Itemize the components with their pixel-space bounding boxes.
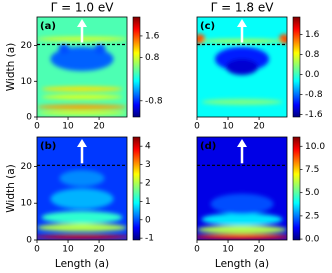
x-tick-label: 0: [34, 122, 40, 132]
panel: (a) 0 10 20 0 10 20 Γ = 1.0 eV Width (a) 1.6 0.8 -0…: [5, 1, 163, 132]
y-tick-label: 0: [26, 236, 32, 246]
heatmap-blob: [59, 169, 105, 187]
y-tick-label: 0: [26, 113, 32, 123]
colorbar-tick-label: 3: [145, 160, 151, 170]
plot-frame: [196, 16, 288, 118]
heatmap-blob: [37, 104, 127, 110]
heatmap-blob: [37, 234, 127, 239]
colorbar-tick-label: -0.8: [145, 96, 163, 106]
plot-frame: [196, 136, 288, 241]
heatmap-blob: [201, 213, 283, 226]
colorbar-tick-label: 0: [145, 215, 151, 225]
x-tick-label: 0: [194, 245, 200, 255]
x-tick-label: 20: [93, 122, 105, 132]
heatmap-texture: [37, 37, 127, 115]
colorbar: [132, 16, 141, 118]
y-axis-label: Width (a): [5, 164, 17, 212]
y-tick-label: 20: [21, 41, 33, 51]
colorbar-tick-label: 0.0: [305, 235, 320, 245]
colorbar-tick-label: 1.6: [305, 30, 320, 40]
heatmap-blob: [201, 99, 283, 105]
x-tick-label: 20: [253, 245, 265, 255]
heatmap-blob: [58, 44, 70, 54]
heatmap-blob: [197, 234, 287, 240]
arrow-head: [77, 139, 87, 147]
y-tick-label: 10: [21, 199, 33, 209]
colorbar-tick-label: 0.0: [305, 70, 320, 80]
arrow-head: [237, 19, 247, 27]
heatmap-blob: [37, 111, 127, 115]
panel-title: Γ = 1.0 eV: [51, 1, 115, 15]
plot-frame: [36, 16, 128, 118]
heatmap-texture: [197, 34, 287, 105]
x-tick-label: 20: [93, 245, 105, 255]
arrow-head: [237, 139, 247, 147]
y-tick-label: 20: [21, 162, 33, 172]
heatmap-blob: [37, 223, 127, 232]
colorbar-tick-label: 5.0: [305, 188, 320, 198]
heatmap-texture: [197, 193, 287, 240]
heatmap-blob: [197, 225, 287, 234]
y-tick-label: 10: [21, 77, 33, 87]
panel-title: Γ = 1.8 eV: [211, 1, 275, 15]
heatmap-blob: [50, 188, 114, 210]
panel-label: (b): [40, 141, 56, 152]
y-axis-label: Width (a): [5, 43, 17, 91]
panel: (c) 0 10 20 Γ = 1.8 eV 1.6 0.8 0.0 -0.8 -1.6: [194, 1, 323, 132]
x-tick-label: 10: [222, 122, 234, 132]
colorbar-tick-label: 1.6: [145, 31, 160, 41]
panel: (d) 0 10 20 Length (a) 10.0 7.5 5.0 2.5 0.0: [194, 136, 325, 270]
x-tick-label: 10: [62, 245, 74, 255]
x-tick-label: 20: [253, 122, 265, 132]
x-tick-label: 10: [62, 122, 74, 132]
panel-label: (a): [40, 21, 56, 32]
colorbar-tick-label: 2.5: [305, 211, 319, 221]
colorbar-tick-label: 4: [145, 142, 151, 152]
heatmap-blob: [94, 44, 106, 54]
heatmap-blob: [41, 86, 123, 92]
x-axis-label: Length (a): [215, 258, 269, 270]
heatmap-blob: [41, 95, 123, 99]
x-axis-label: Length (a): [55, 258, 109, 270]
colorbar-tick-label: 7.5: [305, 165, 319, 175]
plot-frame: [36, 136, 128, 241]
panel-label: (d): [200, 141, 216, 152]
colorbar: [292, 16, 301, 118]
colorbar: [292, 136, 301, 241]
heatmap-blob: [210, 193, 274, 215]
colorbar-tick-label: -1: [145, 234, 154, 244]
colorbar-tick-label: 10.0: [305, 142, 325, 152]
colorbar-tick-label: -0.8: [305, 90, 323, 100]
heatmap-blob: [197, 34, 206, 44]
panel-label: (c): [200, 21, 215, 32]
colorbar-tick-label: 0.8: [145, 53, 160, 63]
heatmap-texture: [37, 169, 127, 239]
colorbar-tick-label: 0.8: [305, 50, 320, 60]
colorbar: [132, 136, 141, 241]
heatmap-blob: [41, 211, 123, 224]
colorbar-tick-label: 1: [145, 197, 151, 207]
x-tick-label: 10: [222, 245, 234, 255]
arrow-head: [77, 19, 87, 27]
x-tick-label: 0: [194, 122, 200, 132]
colorbar-tick-label: 2: [145, 178, 151, 188]
colorbar-tick-label: -1.6: [305, 110, 323, 120]
x-tick-label: 0: [34, 245, 40, 255]
heatmap-blob: [225, 59, 259, 75]
heatmap-blob: [278, 34, 287, 44]
